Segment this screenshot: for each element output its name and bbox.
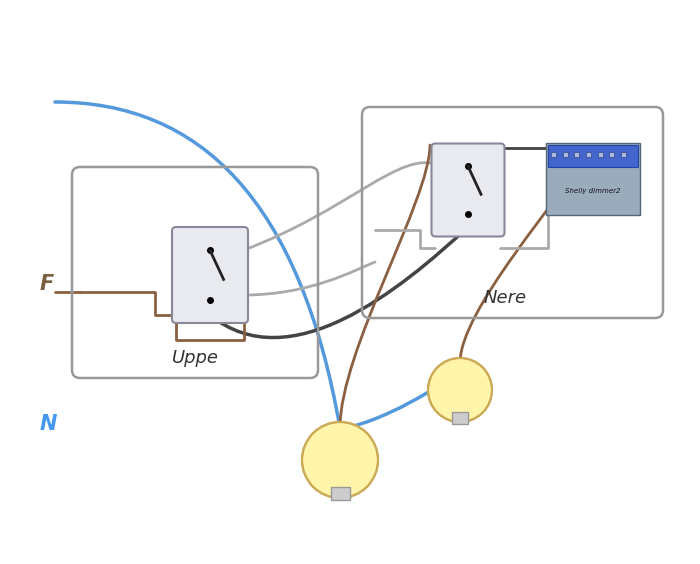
FancyBboxPatch shape xyxy=(431,143,505,236)
Ellipse shape xyxy=(323,468,357,494)
Text: Shelly dimmer2: Shelly dimmer2 xyxy=(566,188,621,194)
Bar xyxy=(586,152,591,157)
Bar xyxy=(574,152,580,157)
Text: F: F xyxy=(40,274,55,294)
FancyBboxPatch shape xyxy=(172,227,248,323)
Text: Uppe: Uppe xyxy=(172,349,218,367)
Bar xyxy=(610,152,615,157)
Bar xyxy=(563,152,568,157)
Text: Nere: Nere xyxy=(484,289,526,307)
FancyBboxPatch shape xyxy=(546,143,640,215)
FancyBboxPatch shape xyxy=(452,412,468,424)
Bar xyxy=(621,152,626,157)
Ellipse shape xyxy=(446,396,475,419)
Circle shape xyxy=(428,358,492,422)
Bar xyxy=(598,152,603,157)
FancyBboxPatch shape xyxy=(330,487,349,500)
Text: N: N xyxy=(40,414,57,434)
Bar xyxy=(548,145,638,167)
Circle shape xyxy=(302,422,378,498)
Bar xyxy=(551,152,556,157)
